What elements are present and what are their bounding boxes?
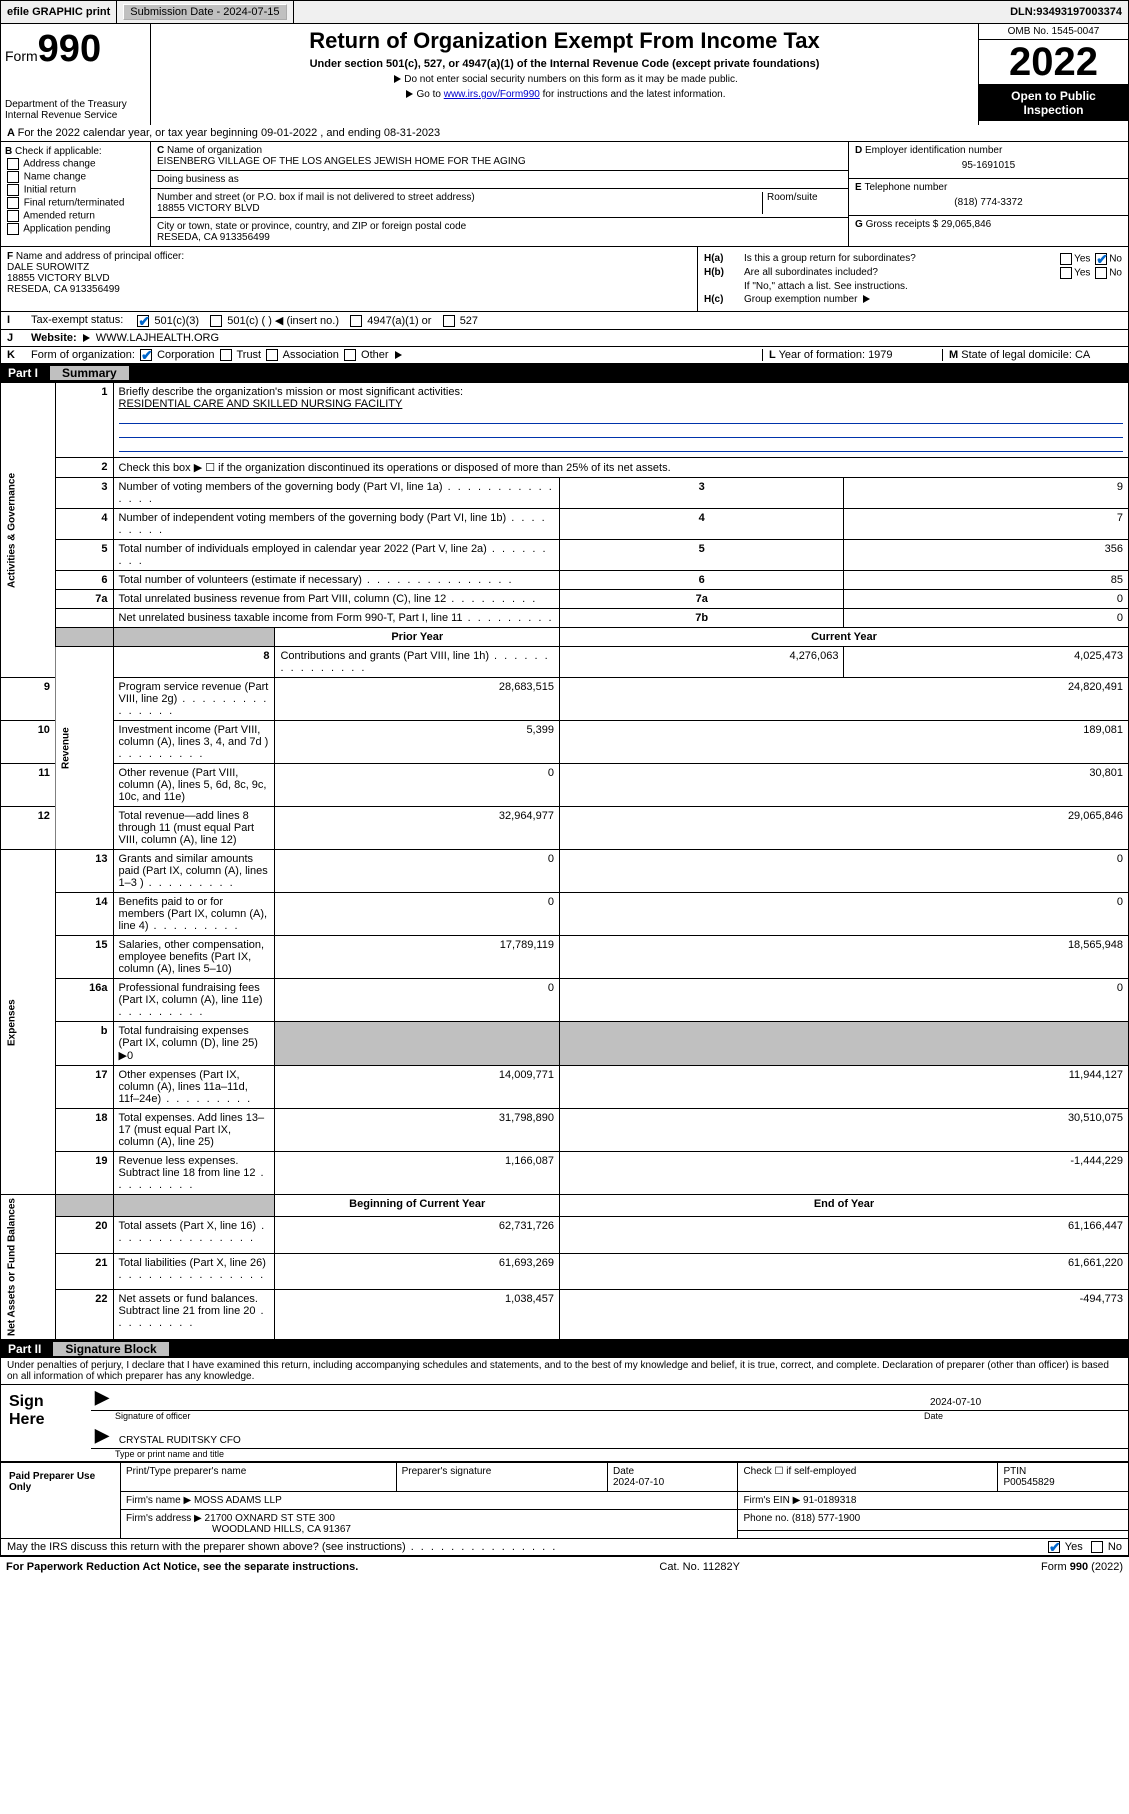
page-footer: For Paperwork Reduction Act Notice, see … — [0, 1556, 1129, 1577]
side-expenses: Expenses — [1, 850, 56, 1195]
arrow-icon: ▶ — [95, 1425, 109, 1446]
sign-block: Sign Here ▶ 2024-07-10 Signature of offi… — [0, 1385, 1129, 1462]
form-header: Form990 Department of the Treasury Inter… — [0, 24, 1129, 125]
submission-button[interactable]: Submission Date - 2024-07-15 — [123, 4, 286, 20]
box-g: G Gross receipts $ 29,065,846 — [849, 216, 1128, 233]
box-e: E Telephone number (818) 774-3372 — [849, 179, 1128, 216]
irs-link[interactable]: www.irs.gov/Form990 — [444, 89, 540, 100]
city-addr: City or town, state or province, country… — [151, 218, 848, 246]
discuss-row: May the IRS discuss this return with the… — [0, 1539, 1129, 1556]
box-deg: D Employer identification number 95-1691… — [848, 142, 1128, 246]
paid-prep-label: Paid Preparer Use Only — [1, 1463, 121, 1539]
spacer — [294, 1, 1005, 23]
dba: Doing business as — [151, 171, 848, 189]
header-left: Form990 Department of the Treasury Inter… — [1, 24, 151, 125]
box-h: H(a)Is this a group return for subordina… — [698, 247, 1128, 311]
summary-table: Activities & Governance 1 Briefly descri… — [0, 382, 1129, 1340]
box-d: D Employer identification number 95-1691… — [849, 142, 1128, 179]
cb-address[interactable]: Address change — [5, 158, 146, 170]
cb-trust[interactable] — [220, 349, 232, 361]
form-number: Form990 — [5, 28, 146, 71]
header-mid: Return of Organization Exempt From Incom… — [151, 24, 978, 125]
cb-name[interactable]: Name change — [5, 171, 146, 183]
open-inspection: Open to Public Inspection — [979, 84, 1128, 121]
sig-date: 2024-07-10 — [924, 1397, 1124, 1408]
cb-other[interactable] — [344, 349, 356, 361]
cb-discuss-no[interactable] — [1091, 1541, 1103, 1553]
q1-cell: Briefly describe the organization's miss… — [113, 383, 1128, 458]
cb-501c3[interactable] — [137, 315, 149, 327]
cb-corp[interactable] — [140, 349, 152, 361]
section-fh: F Name and address of principal officer:… — [0, 247, 1129, 312]
cb-527[interactable] — [443, 315, 455, 327]
section-bcd: B Check if applicable: Address change Na… — [0, 142, 1129, 247]
box-b: B Check if applicable: Address change Na… — [1, 142, 151, 246]
tax-year: 2022 — [979, 40, 1128, 84]
omb-number: OMB No. 1545-0047 — [979, 24, 1128, 40]
part2-header: Part II Signature Block — [0, 1340, 1129, 1358]
box-i: I Tax-exempt status: 501(c)(3) 501(c) ( … — [0, 312, 1129, 330]
cb-assoc[interactable] — [266, 349, 278, 361]
box-klm: K Form of organization: Corporation Trus… — [0, 347, 1129, 364]
org-name: C Name of organization EISENBERG VILLAGE… — [151, 142, 848, 171]
note-ssn: Do not enter social security numbers on … — [159, 74, 970, 85]
officer-name: CRYSTAL RUDITSKY CFO — [113, 1435, 247, 1446]
cb-pending[interactable]: Application pending — [5, 223, 146, 235]
cb-4947[interactable] — [350, 315, 362, 327]
box-j: J Website: WWW.LAJHEALTH.ORG — [0, 330, 1129, 347]
dln-cell: DLN: 93493197003374 — [1004, 1, 1128, 23]
cb-final[interactable]: Final return/terminated — [5, 197, 146, 209]
side-governance: Activities & Governance — [1, 383, 56, 678]
street-addr: Number and street (or P.O. box if mail i… — [151, 189, 848, 218]
side-revenue: Revenue — [55, 647, 113, 850]
submission-cell: Submission Date - 2024-07-15 — [117, 1, 293, 23]
efile-label: efile GRAPHIC print — [1, 1, 117, 23]
box-f: F Name and address of principal officer:… — [1, 247, 698, 311]
header-right: OMB No. 1545-0047 2022 Open to Public In… — [978, 24, 1128, 125]
cb-discuss-yes[interactable] — [1048, 1541, 1060, 1553]
cb-amended[interactable]: Amended return — [5, 210, 146, 222]
dept-label: Department of the Treasury Internal Reve… — [5, 99, 146, 121]
form-title: Return of Organization Exempt From Incom… — [159, 28, 970, 54]
cb-501c[interactable] — [210, 315, 222, 327]
form-subtitle: Under section 501(c), 527, or 4947(a)(1)… — [159, 58, 970, 70]
top-bar: efile GRAPHIC print Submission Date - 20… — [0, 0, 1129, 24]
arrow-icon: ▶ — [95, 1387, 109, 1408]
note-link: Go to www.irs.gov/Form990 for instructio… — [159, 89, 970, 100]
line-a: A For the 2022 calendar year, or tax yea… — [0, 125, 1129, 142]
preparer-table: Paid Preparer Use Only Print/Type prepar… — [0, 1462, 1129, 1539]
jurat: Under penalties of perjury, I declare th… — [0, 1358, 1129, 1385]
side-netassets: Net Assets or Fund Balances — [1, 1195, 56, 1340]
sign-here-label: Sign Here — [1, 1385, 91, 1461]
part1-header: Part I Summary — [0, 364, 1129, 382]
box-c: C Name of organization EISENBERG VILLAGE… — [151, 142, 848, 246]
cb-initial[interactable]: Initial return — [5, 184, 146, 196]
